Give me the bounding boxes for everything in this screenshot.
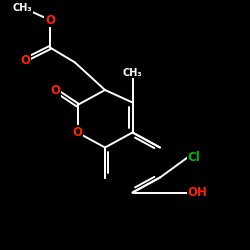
- Text: O: O: [45, 14, 55, 26]
- Text: O: O: [72, 126, 83, 139]
- Text: OH: OH: [188, 186, 208, 199]
- Text: O: O: [20, 54, 30, 66]
- Text: Cl: Cl: [188, 151, 200, 164]
- Text: CH₃: CH₃: [123, 68, 142, 78]
- Text: CH₃: CH₃: [13, 2, 32, 12]
- Text: O: O: [50, 84, 60, 96]
